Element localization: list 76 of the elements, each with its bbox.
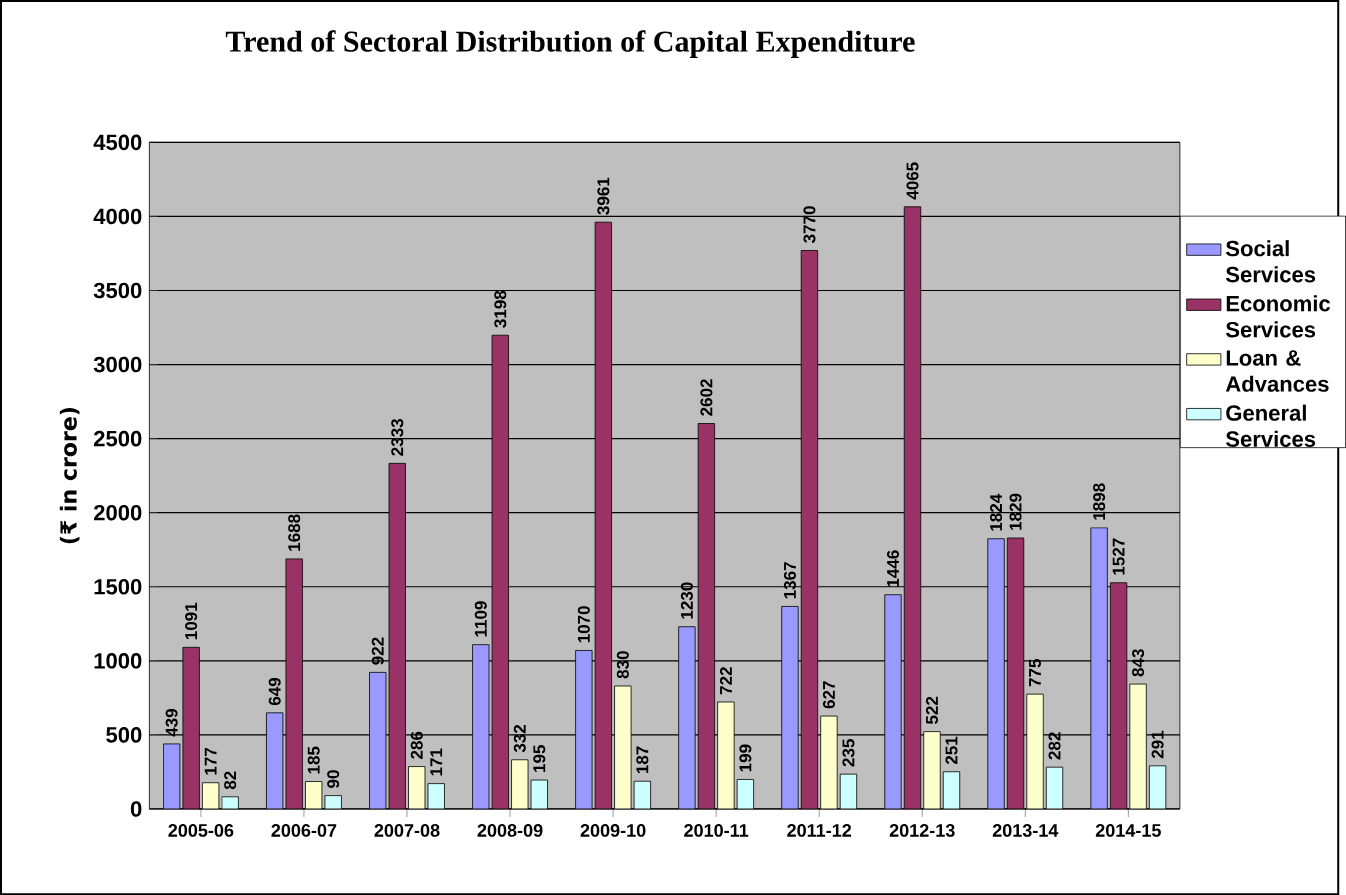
data-label: 90 — [327, 770, 340, 788]
x-tick-label: 2013-14 — [992, 823, 1059, 837]
bar — [800, 250, 819, 809]
y-tick-label: 3000 — [93, 356, 142, 373]
bar — [594, 221, 612, 809]
x-tick-label: 2007-08 — [374, 823, 440, 837]
data-label: 3770 — [803, 206, 816, 243]
data-label: 843 — [1132, 649, 1145, 677]
data-label: 3198 — [494, 290, 507, 328]
chart-title: Trend of Sectoral Distribution of Capital Expenditure — [225, 30, 915, 58]
data-label: 291 — [1151, 730, 1164, 759]
y-tick-label: 500 — [106, 727, 142, 743]
bar — [1109, 582, 1128, 809]
bar — [388, 462, 406, 809]
data-label: 439 — [165, 708, 178, 737]
x-tick-label: 2014-15 — [1095, 823, 1161, 837]
x-tick-label: 2009-10 — [580, 823, 646, 837]
data-label: 922 — [371, 637, 384, 665]
data-label: 235 — [842, 739, 855, 767]
data-label: 1091 — [185, 602, 198, 640]
data-label: 1829 — [1009, 493, 1022, 530]
data-label: 187 — [636, 746, 649, 774]
y-tick-label: 3500 — [93, 282, 142, 299]
data-label: 195 — [533, 744, 546, 772]
data-label: 82 — [224, 771, 237, 790]
data-label: 177 — [204, 747, 217, 775]
data-label: 1070 — [577, 606, 590, 643]
y-tick-label: 0 — [130, 801, 142, 817]
data-label: 1367 — [783, 562, 796, 599]
y-tick-label: 4000 — [93, 208, 142, 225]
data-label: 830 — [616, 651, 629, 679]
bar — [1006, 537, 1025, 809]
data-label: 522 — [925, 696, 939, 724]
data-label: 282 — [1048, 732, 1061, 760]
data-label: 1446 — [886, 550, 900, 587]
x-tick-label: 2008-09 — [477, 823, 543, 837]
data-label: 722 — [719, 667, 732, 695]
data-label: 1527 — [1112, 538, 1125, 575]
data-label: 775 — [1029, 659, 1041, 687]
data-label: 251 — [945, 736, 958, 765]
bar — [491, 334, 509, 809]
legend-label: General Services — [1225, 404, 1316, 447]
x-tick-label: 2006-07 — [271, 823, 337, 837]
bar — [285, 558, 303, 809]
y-tick-label: 4500 — [93, 134, 142, 151]
data-label: 185 — [307, 746, 320, 774]
data-label: 2602 — [700, 379, 713, 416]
bar — [903, 206, 922, 809]
data-label: 1109 — [474, 601, 487, 637]
data-label: 1230 — [680, 582, 693, 619]
x-tick-label: 2010-11 — [684, 823, 749, 837]
legend-label: Loan & Advances — [1225, 350, 1329, 392]
y-tick-label: 1000 — [94, 652, 142, 669]
data-label: 4065 — [906, 162, 919, 200]
data-label: 2333 — [391, 418, 404, 456]
data-label: 199 — [739, 744, 752, 772]
y-tick-label: 1500 — [94, 578, 142, 595]
data-label: 286 — [410, 731, 423, 759]
data-label: 1688 — [288, 514, 301, 551]
y-tick-label: 2500 — [93, 430, 142, 447]
legend-label: Social Services — [1225, 240, 1316, 283]
x-tick-label: 2005-06 — [168, 823, 234, 837]
data-label: 1824 — [990, 493, 1003, 531]
y-tick-label: 2000 — [93, 504, 142, 521]
data-label: 171 — [430, 748, 443, 776]
data-label: 1898 — [1093, 483, 1106, 520]
bar — [697, 423, 716, 809]
x-tick-label: 2012-13 — [889, 823, 955, 837]
y-axis-title: (₹ in crore) — [59, 407, 80, 544]
data-label: 627 — [822, 681, 835, 709]
data-label: 649 — [268, 677, 281, 706]
x-tick-label: 2011-12 — [787, 823, 852, 837]
data-label: 3961 — [597, 177, 610, 215]
bar — [182, 646, 200, 809]
data-label: 332 — [513, 724, 526, 753]
legend-label: Economic Services — [1225, 295, 1331, 338]
